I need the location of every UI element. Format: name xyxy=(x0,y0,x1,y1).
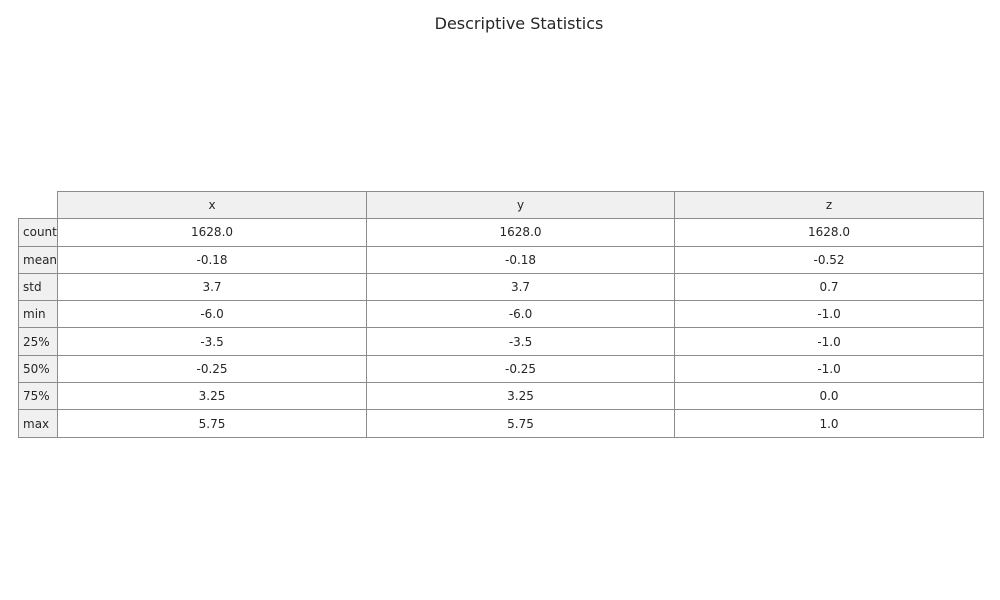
table-cell: -3.5 xyxy=(366,327,676,356)
table-cell: 1628.0 xyxy=(366,218,676,247)
row-header: count xyxy=(17,218,59,247)
table-row: max 5.75 5.75 1.0 xyxy=(17,409,985,438)
row-header: min xyxy=(17,300,59,329)
table-cell: -1.0 xyxy=(674,327,985,356)
table-cell: 1628.0 xyxy=(674,218,985,247)
table-row: 75% 3.25 3.25 0.0 xyxy=(17,382,985,411)
table-cell: 0.7 xyxy=(674,272,985,302)
table-cell: 0.0 xyxy=(674,382,985,411)
column-header-y: y xyxy=(366,190,676,220)
table-cell: 1628.0 xyxy=(57,218,368,247)
table-cell: -1.0 xyxy=(674,300,985,329)
table-cell: 3.7 xyxy=(57,272,368,302)
descriptive-statistics-table: x y z count 1628.0 1628.0 1628.0 mean -0.18 -0… xyxy=(17,190,985,438)
table-row: count 1628.0 1628.0 1628.0 xyxy=(17,218,985,247)
table-cell: -0.25 xyxy=(366,354,676,384)
table-cell: -0.18 xyxy=(57,245,368,274)
table-cell: -0.18 xyxy=(366,245,676,274)
table-cell: -0.52 xyxy=(674,245,985,274)
table-body: count 1628.0 1628.0 1628.0 mean -0.18 -0.18 -0.… xyxy=(17,218,985,438)
table-row: mean -0.18 -0.18 -0.52 xyxy=(17,245,985,274)
table-row: min -6.0 -6.0 -1.0 xyxy=(17,300,985,329)
table-cell: 3.25 xyxy=(57,382,368,411)
column-header-z: z xyxy=(674,190,985,220)
row-header: 75% xyxy=(17,382,59,411)
table-cell: 5.75 xyxy=(366,409,676,438)
table-cell: -0.25 xyxy=(57,354,368,384)
table-cell: -6.0 xyxy=(57,300,368,329)
table-row: 50% -0.25 -0.25 -1.0 xyxy=(17,354,985,384)
row-header: 50% xyxy=(17,354,59,384)
row-header: std xyxy=(17,272,59,302)
table-row: 25% -3.5 -3.5 -1.0 xyxy=(17,327,985,356)
table-cell: 1.0 xyxy=(674,409,985,438)
table-row: std 3.7 3.7 0.7 xyxy=(17,272,985,302)
row-header: mean xyxy=(17,245,59,274)
chart-title: Descriptive Statistics xyxy=(434,14,604,33)
table-cell: -3.5 xyxy=(57,327,368,356)
column-header-x: x xyxy=(57,190,368,220)
row-header: 25% xyxy=(17,327,59,356)
row-header: max xyxy=(17,409,59,438)
table-cell: 3.25 xyxy=(366,382,676,411)
table-cell: 5.75 xyxy=(57,409,368,438)
table-cell: -1.0 xyxy=(674,354,985,384)
corner-cell xyxy=(19,192,58,219)
table-cell: 3.7 xyxy=(366,272,676,302)
header-row: x y z xyxy=(19,190,985,220)
table-cell: -6.0 xyxy=(366,300,676,329)
